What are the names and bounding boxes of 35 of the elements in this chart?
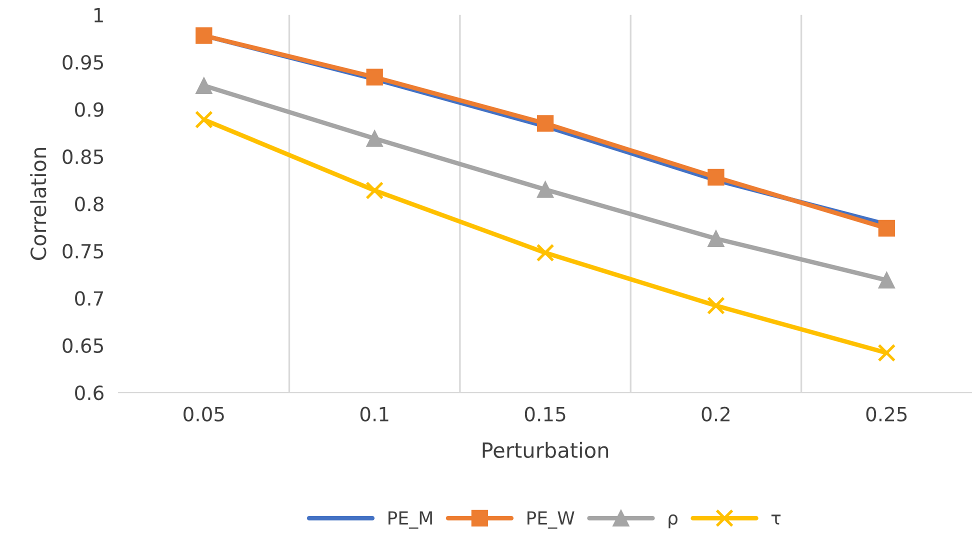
y-tick-label: 0.7 — [75, 291, 104, 306]
x-tick-label: 0.2 — [702, 406, 730, 422]
legend-label: PE_M — [388, 511, 432, 529]
point — [366, 68, 383, 86]
point — [366, 181, 384, 200]
point — [194, 110, 213, 129]
point — [878, 272, 895, 288]
y-tick-label: 1 — [94, 8, 103, 22]
point — [536, 181, 554, 198]
legend-label: τ — [771, 514, 781, 524]
point — [878, 220, 895, 237]
point — [708, 168, 724, 186]
y-tick-label: 0.75 — [62, 244, 103, 259]
x-tick-label: 0.1 — [360, 406, 388, 422]
y-tick-label: 0.8 — [75, 196, 104, 212]
y-tick-label: 0.85 — [62, 149, 103, 164]
point — [708, 230, 724, 247]
y-axis-title: Correlation — [30, 148, 46, 260]
legend-label: ρ — [668, 514, 678, 528]
x-tick-label: 0.15 — [524, 406, 566, 422]
point — [706, 296, 726, 315]
y-tick-label: 0.95 — [62, 54, 103, 70]
x-tick-label: 0.25 — [866, 406, 907, 422]
point — [196, 77, 212, 94]
y-tick-label: 0.9 — [75, 102, 104, 117]
point — [536, 115, 554, 132]
point — [878, 344, 896, 362]
point — [536, 244, 554, 262]
point — [366, 130, 383, 147]
y-tick-label: 0.6 — [75, 385, 104, 400]
point — [196, 27, 212, 44]
x-tick-label: 0.05 — [184, 406, 224, 422]
y-tick-label: 0.65 — [62, 338, 103, 353]
x-axis-title: Perturbation — [482, 442, 608, 458]
legend-label: PE_W — [528, 511, 574, 529]
